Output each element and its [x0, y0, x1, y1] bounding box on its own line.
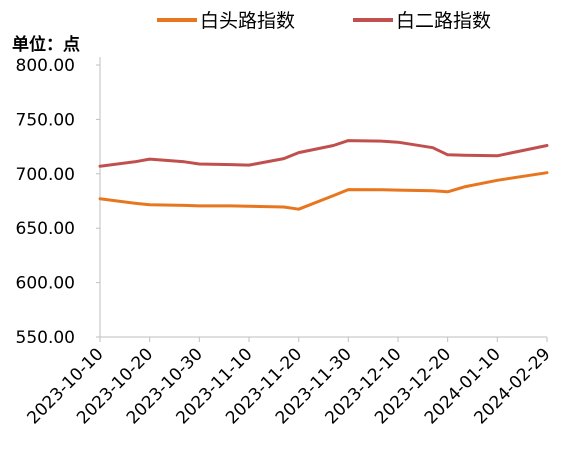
- unit-label: 单位：点: [12, 35, 80, 55]
- series-line-1: [98, 171, 549, 211]
- y-tick-label: 650.00: [16, 219, 75, 239]
- legend-label-series-1: 白头路指数: [200, 10, 296, 32]
- legend-swatch-series-2: [353, 17, 393, 22]
- series-line-2: [98, 139, 549, 168]
- y-tick-label: 750.00: [16, 110, 75, 130]
- legend-item-series-2: 白二路指数: [353, 6, 491, 33]
- y-tick-label: 700.00: [16, 165, 75, 185]
- y-tick-label: 550.00: [16, 328, 75, 348]
- legend-label-series-2: 白二路指数: [396, 10, 492, 32]
- y-tick-label: 600.00: [16, 274, 75, 294]
- legend-item-series-1: 白头路指数: [157, 6, 295, 33]
- legend: 白头路指数 白二路指数: [0, 6, 580, 32]
- legend-swatch-series-1: [157, 17, 197, 22]
- y-tick-label: 800.00: [16, 56, 75, 76]
